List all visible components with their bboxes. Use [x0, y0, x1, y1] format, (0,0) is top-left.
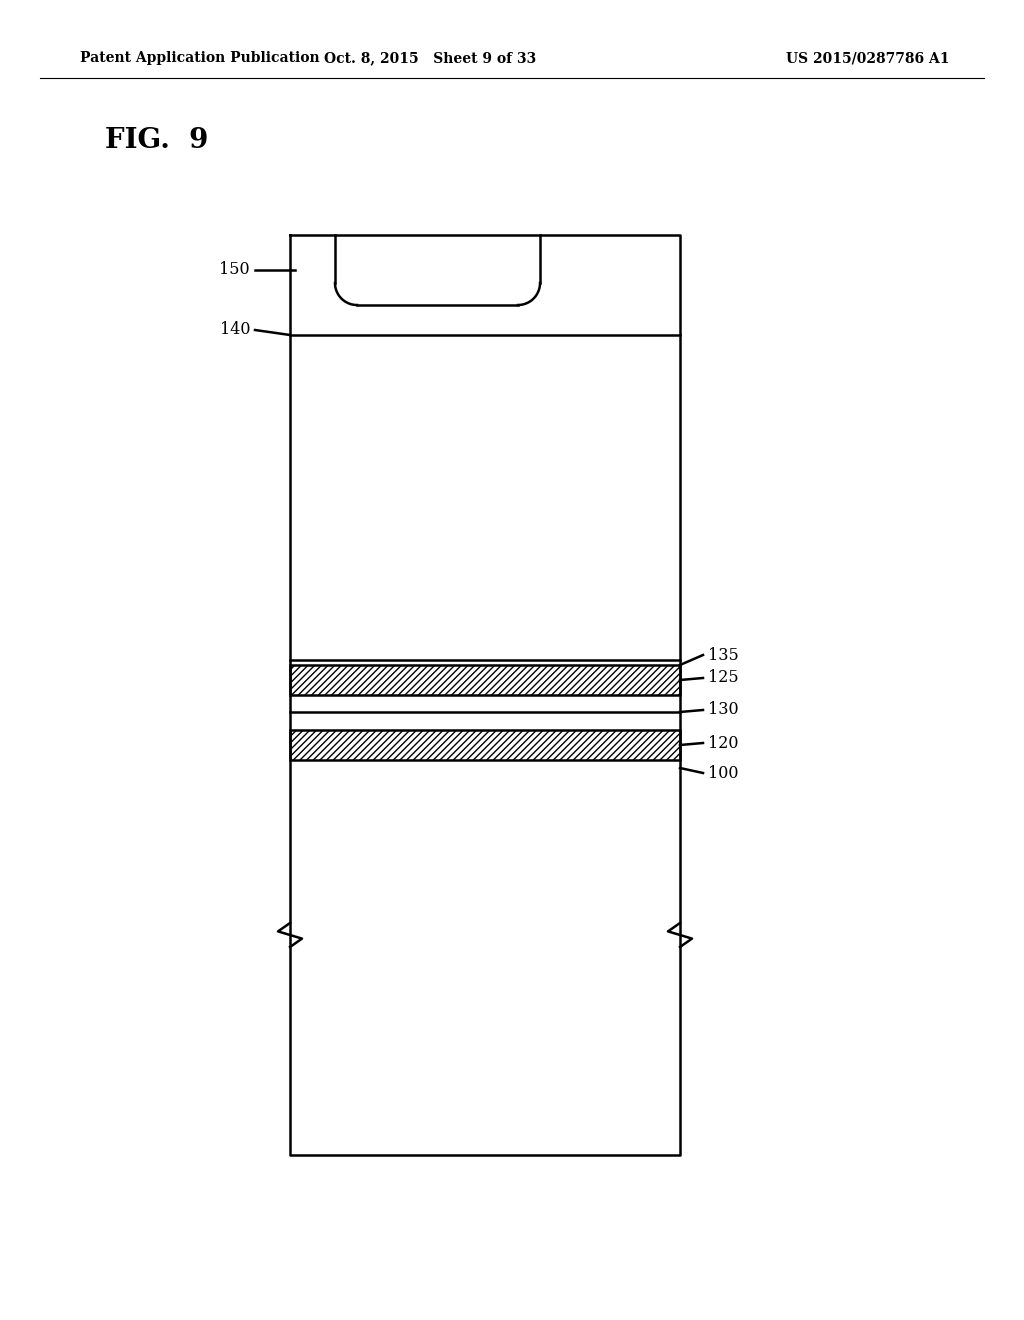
Text: Oct. 8, 2015   Sheet 9 of 33: Oct. 8, 2015 Sheet 9 of 33 — [324, 51, 537, 65]
Text: 100: 100 — [708, 764, 738, 781]
Text: 150: 150 — [219, 261, 250, 279]
Text: 120: 120 — [708, 734, 738, 751]
Text: US 2015/0287786 A1: US 2015/0287786 A1 — [786, 51, 950, 65]
Text: 130: 130 — [708, 701, 738, 718]
Text: 140: 140 — [219, 322, 250, 338]
Text: Patent Application Publication: Patent Application Publication — [80, 51, 319, 65]
Text: 135: 135 — [708, 647, 738, 664]
Text: 125: 125 — [708, 669, 738, 686]
Text: FIG.  9: FIG. 9 — [105, 127, 208, 153]
Bar — [290, 665, 680, 696]
Bar — [290, 730, 680, 760]
